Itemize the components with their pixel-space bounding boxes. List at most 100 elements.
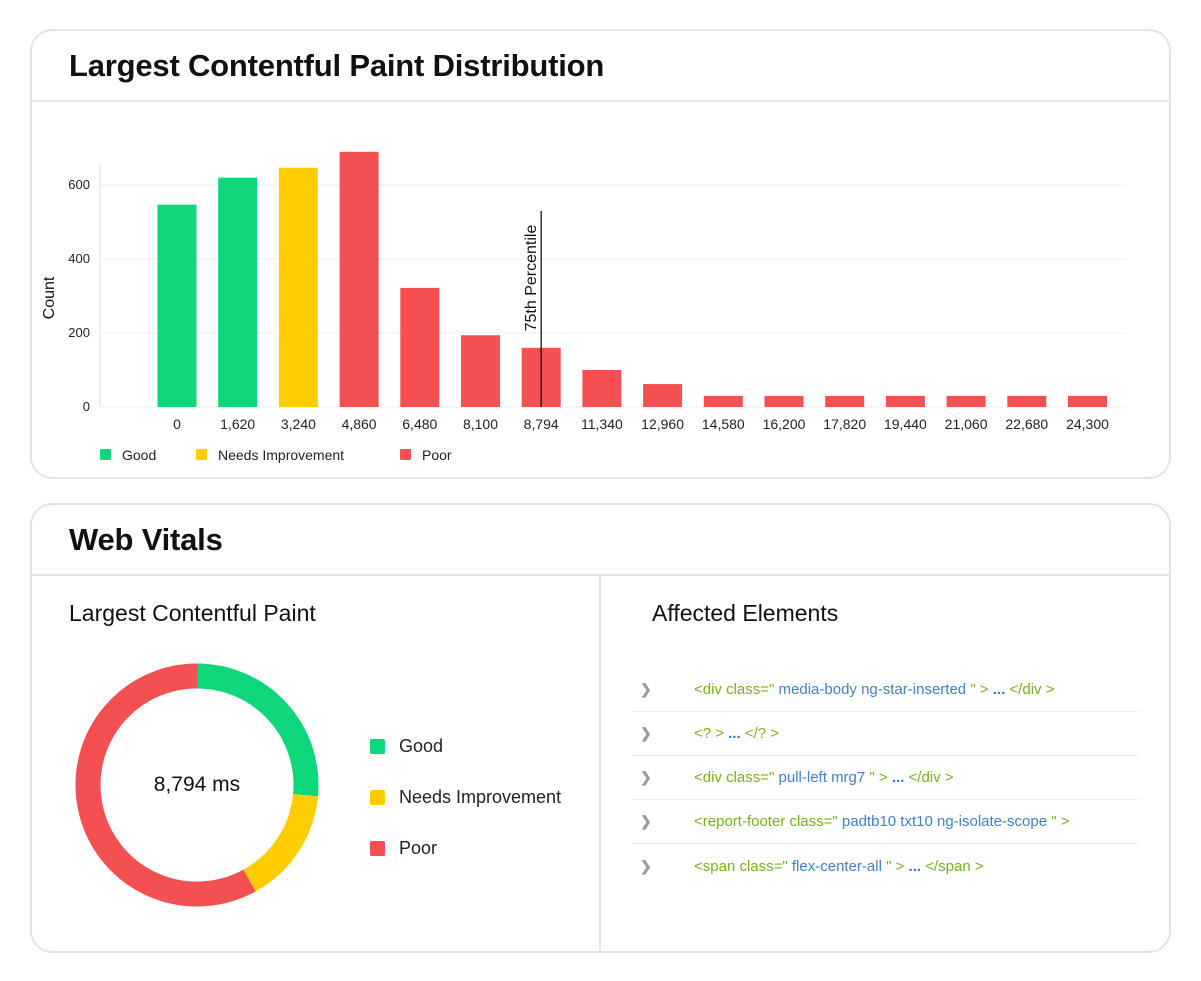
code-class-value: padtb10 txt10 ng-isolate-scope — [837, 813, 1052, 830]
element-code: <report-footer class=" padtb10 txt10 ng-… — [694, 813, 1069, 830]
bar-6480 — [400, 287, 440, 407]
donut-segment-needs — [243, 793, 318, 892]
needs-improvement-swatch — [370, 790, 385, 805]
poor-swatch — [370, 841, 385, 856]
code-ellipsis: ... — [988, 681, 1010, 698]
percentile-marker-label: 75th Percentile — [523, 225, 540, 332]
bar-11340 — [582, 370, 622, 407]
element-code: <? > ... </? > — [694, 725, 779, 742]
web-vitals-body: Largest Contentful Paint 8,794 ms Good N… — [32, 576, 1169, 951]
legend-item-needs-improvement: Needs Improvement — [370, 772, 561, 823]
chevron-right-icon[interactable]: ❯ — [640, 769, 652, 785]
bar-17820 — [825, 395, 865, 407]
affected-element-row[interactable]: ❯ <div class=" pull-left mrg7 " > ... </… — [632, 756, 1138, 800]
y-tick-label: 0 — [83, 399, 90, 414]
x-tick-label: 8,100 — [463, 416, 498, 432]
bar-16200 — [764, 395, 804, 407]
bar-8100 — [461, 335, 500, 407]
x-tick-label: 24,300 — [1066, 416, 1109, 432]
code-end-tag: </div > — [1009, 681, 1055, 698]
x-tick-label: 11,340 — [581, 416, 623, 432]
code-close-quote: " > — [970, 681, 989, 698]
element-code: <div class=" pull-left mrg7 " > ... </di… — [694, 769, 954, 786]
chevron-right-icon[interactable]: ❯ — [640, 813, 652, 829]
legend-label-good: Good — [122, 447, 156, 463]
web-vitals-card: Web Vitals Largest Contentful Paint 8,79… — [30, 503, 1171, 953]
element-code: <div class=" media-body ng-star-inserted… — [694, 681, 1054, 698]
code-open-tag: <div class=" — [694, 681, 775, 698]
code-end-tag: </? > — [744, 725, 780, 742]
legend-swatch-good — [100, 449, 111, 460]
chevron-right-icon[interactable]: ❯ — [640, 681, 652, 697]
legend-label-poor: Poor — [422, 447, 452, 463]
bar-0 — [157, 204, 197, 407]
panel-divider — [599, 576, 601, 951]
bar-24300 — [1068, 395, 1107, 407]
x-tick-label: 6,480 — [402, 416, 437, 432]
code-open-tag: <div class=" — [694, 769, 775, 786]
legend-swatch-poor — [400, 449, 411, 460]
legend-swatch-needs — [196, 449, 207, 460]
good-swatch — [370, 739, 385, 754]
y-axis-title: Count — [41, 276, 58, 319]
x-tick-label: 3,240 — [281, 416, 316, 432]
distribution-chart: 0 200 400 600 Count 0 1,620 3,240 4,860 6,480 8,10… — [41, 151, 1125, 463]
affected-element-row[interactable]: ❯ <div class=" media-body ng-star-insert… — [632, 668, 1138, 712]
x-tick-label: 16,200 — [763, 416, 806, 432]
donut-segment-good — [196, 663, 319, 797]
element-code: <span class=" flex-center-all " > ... </… — [694, 858, 984, 875]
lcp-donut-chart — [75, 663, 319, 907]
bar-19440 — [885, 395, 925, 407]
chevron-right-icon[interactable]: ❯ — [640, 857, 652, 874]
lcp-legend: Good Needs Improvement Poor — [370, 721, 561, 874]
x-tick-label: 21,060 — [945, 416, 988, 432]
code-open-tag: <? > — [694, 725, 725, 742]
legend-label-needs: Needs Improvement — [218, 447, 344, 463]
distribution-card-header: Largest Contentful Paint Distribution — [32, 31, 1169, 102]
web-vitals-title: Web Vitals — [69, 521, 223, 557]
x-tick-label: 1,620 — [220, 416, 255, 432]
code-close-quote: " > — [1051, 813, 1070, 830]
code-class-value: pull-left mrg7 — [774, 769, 870, 786]
y-tick-label: 200 — [68, 325, 90, 340]
code-end-tag: </span > — [925, 857, 984, 875]
code-close-quote: " > — [886, 857, 905, 875]
bar-12960 — [643, 384, 683, 407]
legend-label: Poor — [399, 838, 438, 858]
legend-label: Needs Improvement — [399, 787, 562, 807]
legend-item-good: Good — [370, 721, 561, 772]
x-tick-label: 12,960 — [641, 416, 684, 432]
x-tick-label: 14,580 — [702, 416, 745, 432]
lcp-value: 8,794 ms — [153, 773, 241, 796]
code-open-tag: <report-footer class=" — [694, 813, 838, 830]
code-close-quote: " > — [869, 769, 888, 786]
lcp-title: Largest Contentful Paint — [69, 600, 316, 626]
y-tick-label: 400 — [68, 251, 90, 266]
x-tick-label: 22,680 — [1005, 416, 1048, 432]
bar-21060 — [946, 395, 986, 407]
x-tick-label: 4,860 — [342, 416, 377, 432]
bar-1620 — [218, 177, 258, 407]
affected-elements-title: Affected Elements — [652, 600, 839, 626]
bar-22680 — [1007, 395, 1047, 407]
web-vitals-card-header: Web Vitals — [32, 505, 1169, 576]
x-tick-label: 19,440 — [884, 416, 927, 432]
y-tick-label: 600 — [68, 177, 90, 192]
x-tick-label: 0 — [173, 416, 181, 432]
x-tick-label: 17,820 — [823, 416, 866, 432]
code-end-tag: </div > — [908, 769, 954, 786]
x-tick-label: 8,794 — [524, 416, 559, 432]
code-class-value: media-body ng-star-inserted — [774, 681, 971, 698]
legend-label: Good — [399, 736, 444, 756]
affected-element-row[interactable]: ❯ <report-footer class=" padtb10 txt10 n… — [632, 800, 1138, 844]
code-ellipsis: ... — [724, 725, 745, 742]
bar-14580 — [703, 395, 743, 407]
affected-elements-list: ❯ <div class=" media-body ng-star-insert… — [632, 668, 1138, 888]
distribution-card: Largest Contentful Paint Distribution 0 2… — [30, 29, 1171, 479]
donut-segment-poor — [75, 663, 256, 907]
bar-3240 — [278, 167, 318, 407]
code-class-value: flex-center-all — [787, 857, 887, 875]
affected-element-row[interactable]: ❯ <? > ... </? > — [632, 712, 1138, 756]
chevron-right-icon[interactable]: ❯ — [640, 725, 652, 741]
affected-element-row[interactable]: ❯ <span class=" flex-center-all " > ... … — [632, 844, 1138, 888]
